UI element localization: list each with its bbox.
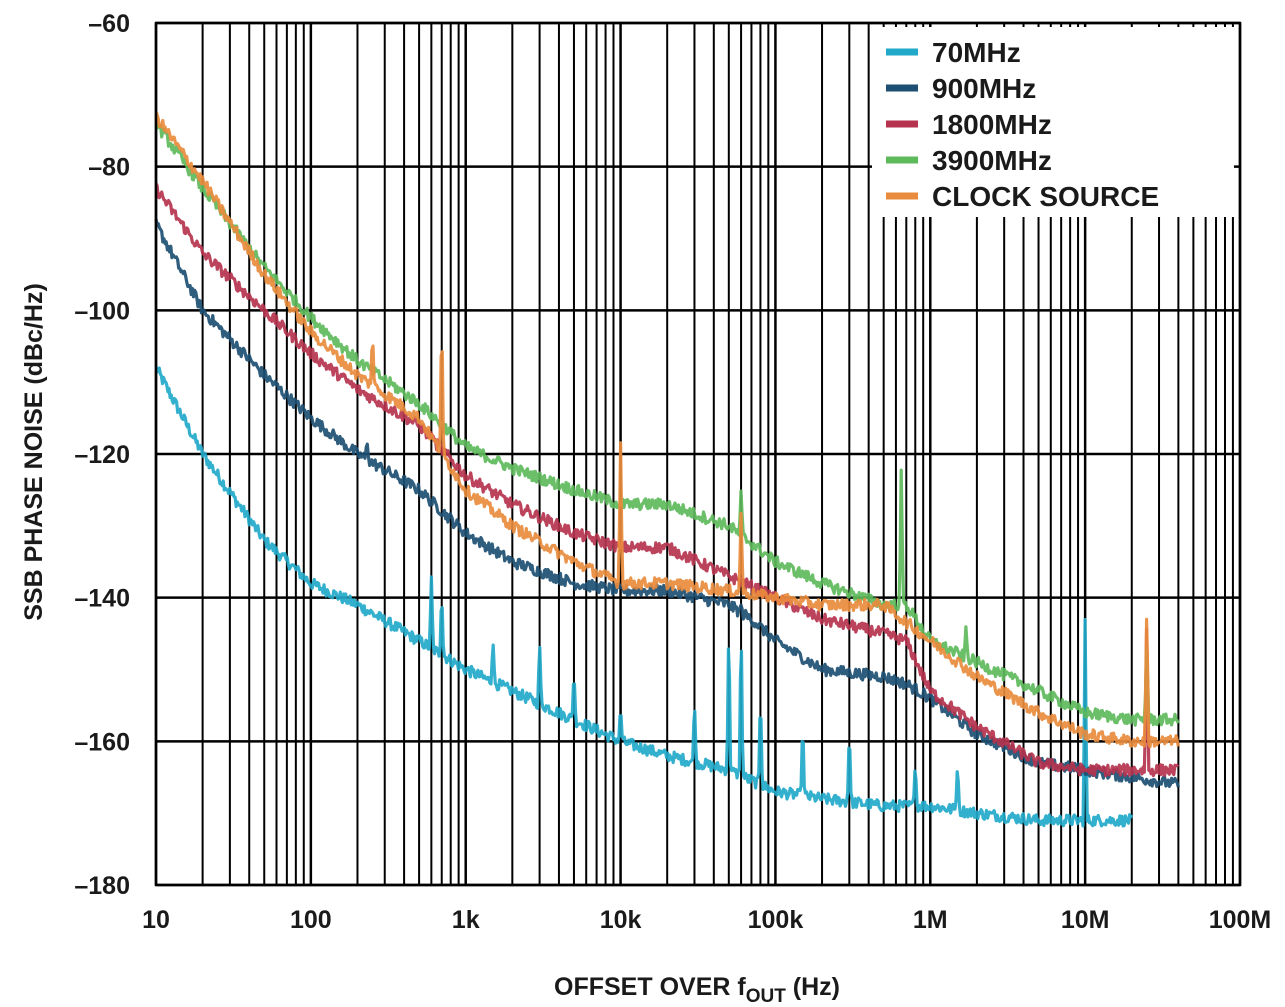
x-axis-title-main: OFFSET OVER f [554,973,746,1001]
x-tick-label: 100M [1209,906,1272,934]
series-line [154,365,1134,828]
y-tick-labels: –60 –80 –100 –120 –140 –160 –180 [74,10,130,900]
legend-label: 70MHz [932,37,1021,68]
legend-box [872,27,1234,217]
series-line [154,123,1180,727]
y-tick-label: –100 [74,297,130,325]
x-tick-label: 10k [600,906,642,934]
y-tick-label: –180 [74,872,130,900]
x-axis-title: OFFSET OVER fOUT (Hz) [554,973,840,1007]
x-tick-labels: 10 100 1k 10k 100k 1M 10M 100M [142,906,1271,934]
x-tick-label: 100 [290,906,332,934]
y-tick-label: –160 [74,728,130,756]
legend-label: 900MHz [932,73,1036,104]
y-axis-title: SSB PHASE NOISE (dBc/Hz) [20,283,48,621]
x-tick-label: 1k [452,906,480,934]
series-line [154,111,1180,749]
plot-frame [154,21,1242,887]
x-tick-label: 10 [142,906,170,934]
legend-label: CLOCK SOURCE [932,181,1159,212]
x-tick-label: 10M [1061,906,1110,934]
legend-label: 3900MHz [932,145,1052,176]
x-tick-label: 100k [748,906,804,934]
series-line [154,182,1180,778]
y-tick-label: –60 [88,10,130,38]
legend: 70MHz 900MHz 1800MHz 3900MHz CLOCK SOURCE [872,27,1234,217]
series-layer [154,111,1180,828]
y-tick-label: –80 [88,154,130,182]
y-tick-label: –140 [74,585,130,613]
x-axis-title-subscript: OUT [746,986,787,1007]
x-axis-title-suffix: (Hz) [786,973,840,1001]
legend-label: 1800MHz [932,109,1052,140]
y-tick-label: –120 [74,441,130,469]
x-tick-label: 1M [913,906,948,934]
